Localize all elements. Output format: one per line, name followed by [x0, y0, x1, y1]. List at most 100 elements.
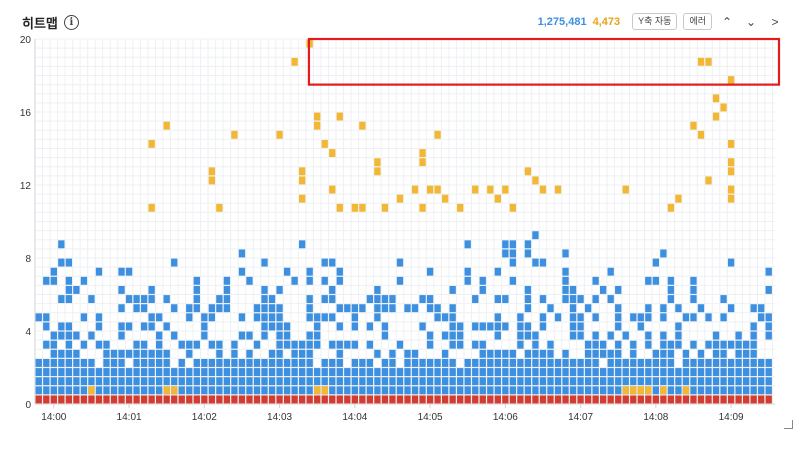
slow-cell — [208, 176, 216, 185]
normal-cell — [441, 331, 449, 340]
error-cell — [186, 395, 193, 404]
error-cell — [171, 395, 178, 404]
normal-cell — [569, 368, 577, 377]
chevron-up-icon[interactable]: ⌃ — [721, 14, 733, 29]
normal-cell — [524, 249, 532, 258]
error-cell — [246, 395, 253, 404]
normal-cell — [758, 313, 765, 322]
normal-cell — [223, 304, 231, 313]
normal-cell — [441, 368, 449, 377]
normal-cell — [268, 386, 276, 395]
normal-cell — [125, 267, 133, 276]
chevron-right-icon[interactable]: > — [771, 14, 779, 29]
error-cell — [524, 395, 532, 404]
error-filter-button[interactable]: 에러 — [683, 13, 712, 30]
normal-cell — [547, 340, 554, 349]
slow-cell — [359, 203, 366, 212]
normal-cell — [765, 267, 772, 276]
normal-cell — [562, 368, 569, 377]
normal-cell — [765, 386, 772, 395]
normal-cell — [80, 276, 88, 285]
normal-cell — [712, 340, 720, 349]
normal-cell — [720, 386, 727, 395]
normal-cell — [58, 368, 65, 377]
error-cell — [95, 395, 103, 404]
normal-cell — [344, 304, 351, 313]
normal-cell — [344, 340, 351, 349]
normal-cell — [592, 386, 599, 395]
normal-cell — [156, 349, 163, 358]
normal-cell — [351, 386, 358, 395]
normal-cell — [524, 377, 532, 386]
normal-cell — [208, 358, 216, 367]
normal-cell — [472, 368, 479, 377]
error-cell — [532, 395, 539, 404]
normal-cell — [577, 377, 584, 386]
info-icon[interactable]: i — [63, 15, 79, 30]
y-tick-label: 8 — [25, 254, 31, 265]
normal-cell — [690, 377, 697, 386]
normal-cell — [615, 377, 622, 386]
normal-cell — [140, 377, 148, 386]
error-cell — [712, 395, 720, 404]
slow-cell — [637, 386, 644, 395]
normal-cell — [607, 349, 614, 358]
normal-cell — [201, 368, 208, 377]
normal-cell — [253, 313, 261, 322]
normal-cell — [253, 358, 261, 367]
normal-cell — [750, 331, 757, 340]
slow-cell — [675, 194, 682, 203]
normal-cell — [223, 295, 231, 304]
error-cell — [577, 395, 584, 404]
normal-cell — [607, 368, 614, 377]
error-cell — [125, 395, 133, 404]
normal-cell — [314, 377, 321, 386]
normal-cell — [125, 386, 133, 395]
normal-cell — [50, 331, 57, 340]
normal-cell — [306, 331, 313, 340]
normal-cell — [351, 358, 358, 367]
normal-cell — [65, 368, 73, 377]
y-tick-label: 4 — [25, 327, 31, 338]
normal-cell — [750, 340, 757, 349]
normal-cell — [321, 276, 328, 285]
normal-cell — [125, 377, 133, 386]
normal-cell — [457, 368, 464, 377]
normal-cell — [314, 368, 321, 377]
error-cell — [65, 395, 73, 404]
normal-cell — [276, 340, 283, 349]
normal-cell — [712, 368, 720, 377]
resize-corner[interactable] — [784, 420, 793, 429]
chevron-down-icon[interactable]: ⌄ — [745, 14, 757, 29]
normal-cell — [283, 358, 291, 367]
y-axis-auto-button[interactable]: Y축 자동 — [632, 13, 678, 30]
normal-cell — [201, 331, 208, 340]
normal-cell — [246, 358, 253, 367]
normal-cell — [110, 386, 118, 395]
normal-cell — [65, 322, 73, 331]
normal-cell — [660, 368, 667, 377]
slow-cell — [329, 185, 336, 194]
normal-cell — [577, 313, 584, 322]
normal-cell — [411, 368, 419, 377]
normal-cell — [103, 377, 110, 386]
normal-cell — [720, 313, 727, 322]
error-cell — [178, 395, 185, 404]
slow-cell — [276, 130, 283, 139]
normal-cell — [615, 349, 622, 358]
normal-cell — [58, 322, 65, 331]
normal-cell — [50, 349, 57, 358]
normal-cell — [396, 377, 404, 386]
normal-cell — [630, 368, 637, 377]
normal-cell — [156, 386, 163, 395]
slow-cell — [697, 57, 705, 66]
normal-cell — [103, 358, 110, 367]
normal-cell — [246, 377, 253, 386]
error-cell — [554, 395, 562, 404]
normal-cell — [133, 386, 140, 395]
normal-cell — [750, 386, 757, 395]
normal-cell — [321, 295, 328, 304]
normal-cell — [577, 386, 584, 395]
normal-cell — [750, 377, 757, 386]
